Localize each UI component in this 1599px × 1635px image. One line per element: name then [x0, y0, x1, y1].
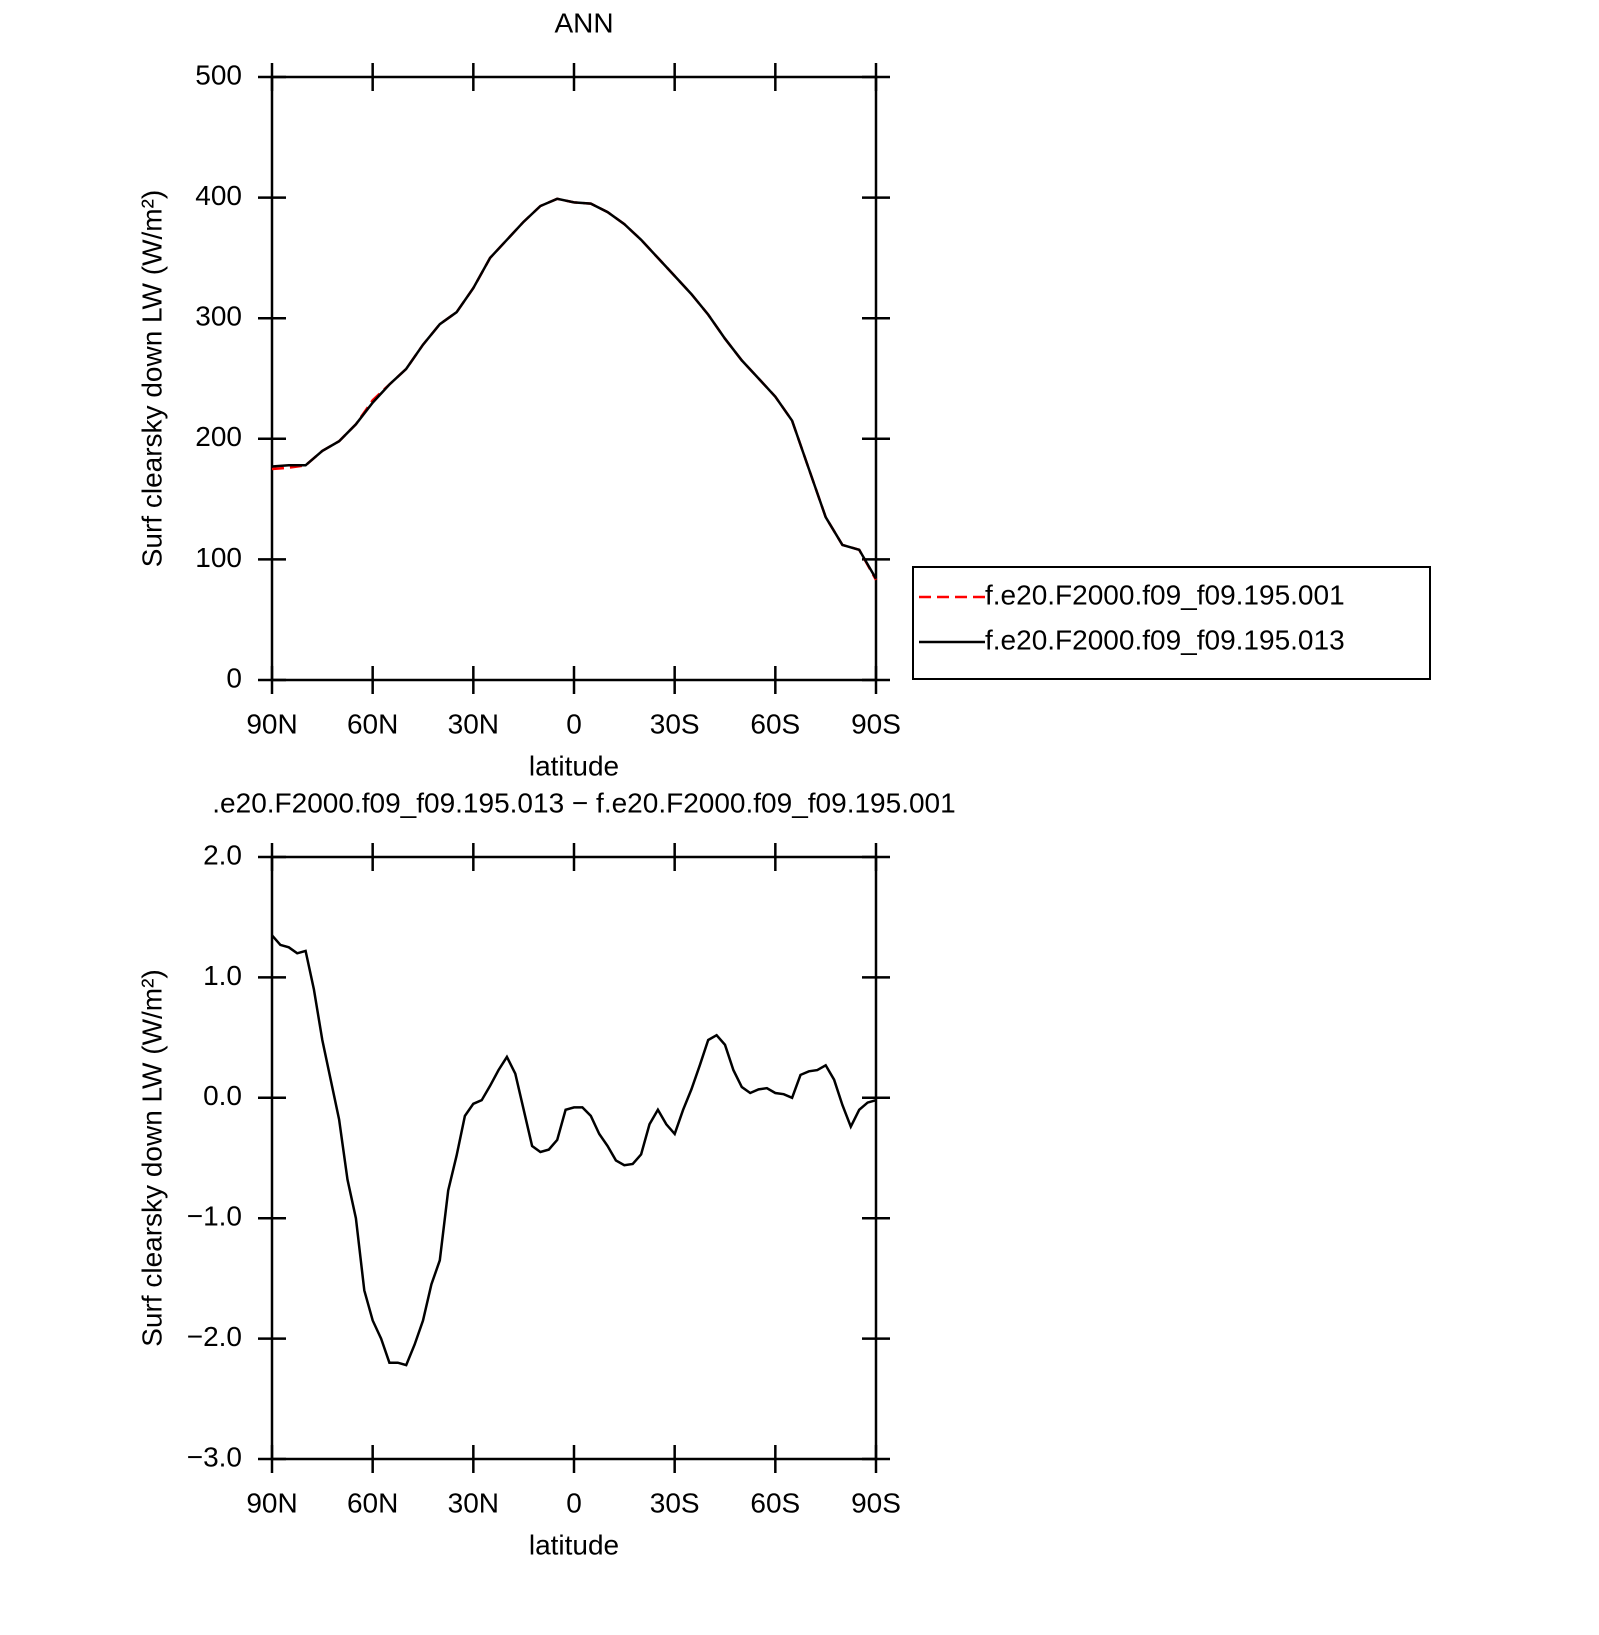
legend-label: f.e20.F2000.f09_f09.195.001	[985, 579, 1345, 610]
x-tick-label: 90S	[851, 708, 901, 739]
x-tick-label: 30N	[448, 708, 499, 739]
plot-frame	[270, 75, 878, 682]
y-tick-label: −1.0	[187, 1201, 242, 1232]
plot-frame	[270, 855, 878, 1461]
x-tick-label: 0	[566, 1487, 582, 1518]
x-tick-label: 60N	[347, 1487, 398, 1518]
y-axis-label: Surf clearsky down LW (W/m²)	[136, 969, 167, 1347]
series-line	[271, 197, 878, 581]
x-tick-label: 60N	[347, 708, 398, 739]
y-tick-label: 200	[195, 421, 242, 452]
y-tick-label: 1.0	[203, 960, 242, 991]
y-tick-label: 0	[226, 662, 242, 693]
x-axis-label: latitude	[529, 750, 619, 781]
legend-label: f.e20.F2000.f09_f09.195.013	[985, 624, 1345, 655]
y-tick-label: −2.0	[187, 1321, 242, 1352]
x-tick-label: 30N	[448, 1487, 499, 1518]
x-tick-label: 90S	[851, 1487, 901, 1518]
y-tick-label: 0.0	[203, 1080, 242, 1111]
series-line	[271, 934, 877, 1367]
legend-box	[912, 566, 1431, 680]
y-tick-label: 500	[195, 59, 242, 90]
y-tick-label: 300	[195, 301, 242, 332]
series-line	[271, 197, 878, 580]
y-tick-label: 400	[195, 180, 242, 211]
chart-title: ANN	[554, 7, 613, 38]
x-tick-label: 30S	[650, 708, 700, 739]
y-axis-label: Surf clearsky down LW (W/m²)	[136, 190, 167, 568]
x-tick-label: 60S	[750, 1487, 800, 1518]
x-tick-label: 90N	[246, 708, 297, 739]
y-tick-label: 100	[195, 542, 242, 573]
y-tick-label: −3.0	[187, 1441, 242, 1472]
y-tick-label: 2.0	[203, 839, 242, 870]
x-tick-label: 90N	[246, 1487, 297, 1518]
x-tick-label: 60S	[750, 708, 800, 739]
chart-title: .e20.F2000.f09_f09.195.013 − f.e20.F2000…	[212, 787, 955, 818]
x-tick-label: 30S	[650, 1487, 700, 1518]
x-tick-label: 0	[566, 708, 582, 739]
x-axis-label: latitude	[529, 1529, 619, 1560]
